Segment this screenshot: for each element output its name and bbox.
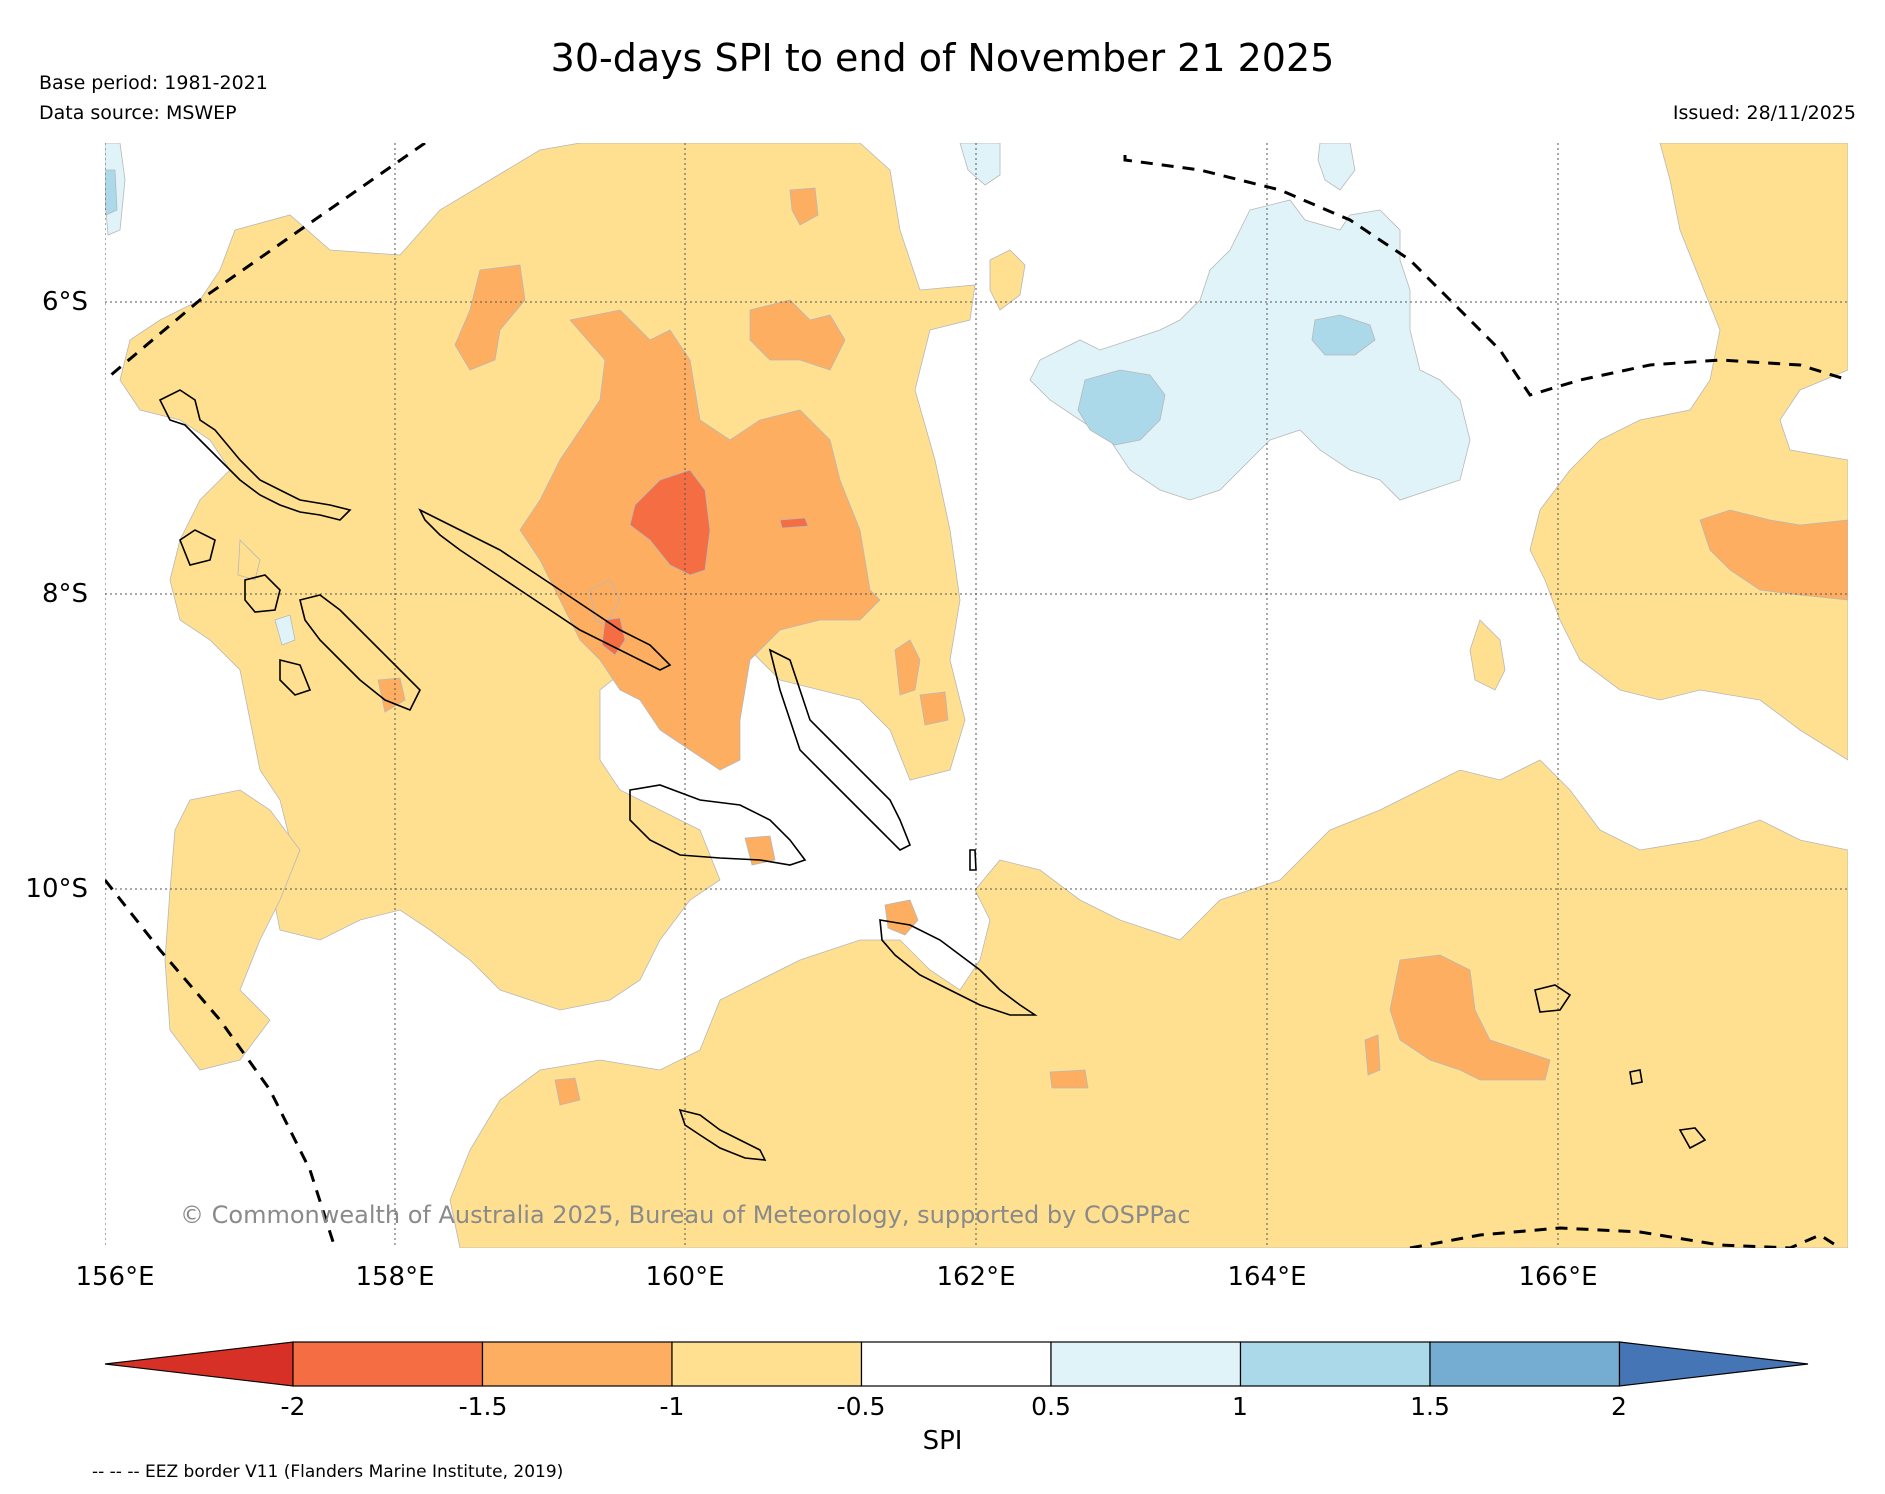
lat-label-6s: 6°S — [41, 287, 88, 317]
colorbar-tick-label: -1 — [659, 1392, 685, 1421]
lon-label-166e: 166°E — [1518, 1262, 1598, 1292]
lon-label-162e: 162°E — [936, 1262, 1016, 1292]
lat-label-10s: 10°S — [25, 874, 88, 904]
coastlines — [158, 389, 1707, 1161]
colorbar-tick-label: 2 — [1611, 1392, 1627, 1421]
lon-label-164e: 164°E — [1227, 1262, 1307, 1292]
colorbar-tick-label: -0.5 — [836, 1392, 886, 1421]
base-period-text: Base period: 1981-2021 — [39, 72, 268, 94]
issued-date-text: Issued: 28/11/2025 — [1672, 102, 1856, 124]
colorbar-tick-label: 1.5 — [1410, 1392, 1450, 1421]
lon-label-160e: 160°E — [645, 1262, 725, 1292]
colorbar-tick-label: 0.5 — [1031, 1392, 1071, 1421]
lon-label-156e: 156°E — [75, 1262, 155, 1292]
lat-label-8s: 8°S — [41, 579, 88, 609]
colorbar-tick-label: 1 — [1232, 1392, 1248, 1421]
colorbar-tick-label: -2 — [280, 1392, 306, 1421]
copyright-credit: © Commonwealth of Australia 2025, Bureau… — [180, 1201, 1191, 1229]
graticule — [105, 143, 1848, 1248]
map-frame: © Commonwealth of Australia 2025, Bureau… — [105, 143, 1848, 1248]
spi-wet-regions — [105, 143, 1471, 646]
data-source-text: Data source: MSWEP — [39, 102, 237, 124]
map-title: 30-days SPI to end of November 21 2025 — [550, 36, 1335, 80]
colorbar-tick-label: -1.5 — [458, 1392, 508, 1421]
eez-borders — [105, 143, 1848, 1248]
eez-footnote: -- -- -- EEZ border V11 (Flanders Marine… — [92, 1462, 564, 1482]
spi-dry-regions — [119, 143, 1848, 1248]
colorbar-title: SPI — [922, 1426, 963, 1456]
lon-label-158e: 158°E — [355, 1262, 435, 1292]
